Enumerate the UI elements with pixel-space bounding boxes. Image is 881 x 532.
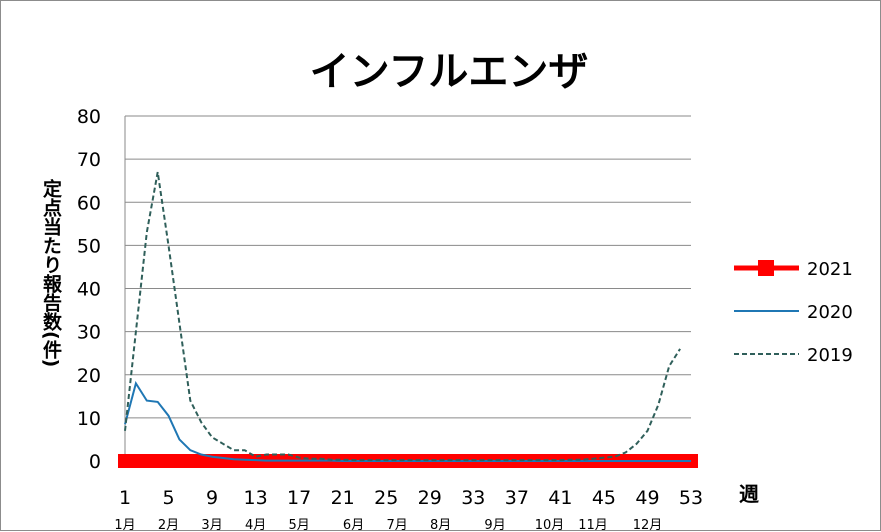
month-label: 2月 — [158, 518, 179, 532]
month-label: 9月 — [484, 518, 505, 532]
gridlines — [125, 115, 691, 419]
chart-title: インフルエンザ — [310, 49, 589, 95]
x-tick-label: 1 — [119, 487, 131, 509]
series-marker-2021 — [118, 454, 132, 468]
x-tick-label: 5 — [162, 487, 174, 509]
series-marker-2021 — [183, 454, 198, 468]
month-label: 1月 — [114, 518, 135, 532]
x-tick-label: 25 — [374, 487, 398, 509]
series-layer — [118, 171, 698, 468]
month-label: 11月 — [578, 518, 608, 532]
x-tick-label: 33 — [461, 487, 485, 509]
month-label: 4月 — [245, 518, 266, 532]
series-marker-2021 — [161, 454, 176, 468]
legend: 2021 2020 2019 — [734, 259, 853, 366]
y-tick-label: 40 — [77, 279, 101, 301]
series-marker-2021 — [172, 454, 187, 468]
x-tick-label: 53 — [679, 487, 703, 509]
y-tick-label: 60 — [77, 192, 101, 214]
month-label: 3月 — [201, 518, 222, 532]
legend-label: 2020 — [807, 302, 853, 323]
y-tick-label: 10 — [77, 408, 101, 430]
month-label: 12月 — [633, 518, 663, 532]
x-tick-label: 17 — [287, 487, 311, 509]
tick-labels: 0 10 20 30 40 50 60 70 80 1 5 9 13 17 21 25 29 33 37 41 45 49… — [77, 106, 703, 532]
legend-marker-2021 — [758, 260, 774, 276]
series-marker-2021 — [139, 454, 154, 468]
x-tick-label: 49 — [635, 487, 659, 509]
series-line-2020 — [124, 380, 691, 462]
y-tick-label: 0 — [89, 451, 101, 473]
y-tick-label: 70 — [77, 149, 101, 171]
month-label: 5月 — [289, 518, 310, 532]
x-tick-label: 13 — [244, 487, 268, 509]
y-tick-label: 20 — [77, 365, 101, 387]
x-tick-label: 29 — [418, 487, 442, 509]
series-line-2019 — [124, 171, 681, 462]
x-axis-label: 週 — [739, 482, 759, 506]
month-label: 7月 — [386, 518, 407, 532]
month-label: 6月 — [343, 518, 364, 532]
x-tick-label: 21 — [331, 487, 355, 509]
series-marker-2021 — [128, 454, 143, 468]
series-marker-2021 — [226, 454, 241, 468]
series-marker-2021 — [237, 454, 252, 468]
x-tick-label: 9 — [206, 487, 218, 509]
y-tick-label: 50 — [77, 235, 101, 257]
month-label: 10月 — [535, 518, 565, 532]
y-tick-label: 30 — [77, 322, 101, 344]
legend-label: 2019 — [807, 345, 853, 366]
y-axis-label: 定点当たり報告数(件) — [40, 178, 62, 368]
y-tick-label: 80 — [77, 106, 101, 128]
legend-label: 2021 — [807, 259, 853, 280]
x-tick-label: 41 — [548, 487, 572, 509]
x-tick-label: 45 — [592, 487, 616, 509]
series-marker-2021 — [194, 454, 209, 468]
x-tick-label: 37 — [505, 487, 529, 509]
series-marker-2021 — [150, 454, 165, 468]
month-label: 8月 — [430, 518, 451, 532]
